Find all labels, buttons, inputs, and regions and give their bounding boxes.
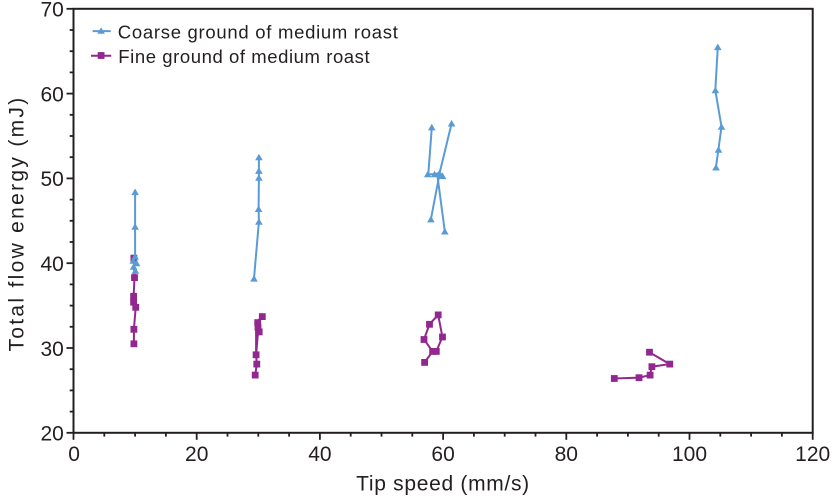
svg-text:50: 50: [40, 168, 63, 191]
svg-text:40: 40: [308, 443, 331, 466]
svg-text:120: 120: [795, 443, 830, 466]
svg-text:Tip speed (mm/s): Tip speed (mm/s): [356, 473, 530, 496]
svg-text:Fine ground of medium roast: Fine ground of medium roast: [118, 46, 370, 67]
svg-text:70: 70: [40, 0, 63, 22]
svg-text:Total flow energy (mJ): Total flow energy (mJ): [6, 96, 29, 352]
svg-text:60: 60: [40, 83, 63, 106]
svg-text:30: 30: [40, 338, 63, 361]
svg-text:20: 20: [40, 423, 63, 446]
svg-text:60: 60: [431, 443, 454, 466]
svg-text:20: 20: [185, 443, 208, 466]
svg-text:100: 100: [672, 443, 707, 466]
svg-text:Coarse ground of medium roast: Coarse ground of medium roast: [118, 21, 399, 42]
svg-text:40: 40: [40, 253, 63, 276]
svg-text:0: 0: [68, 443, 80, 466]
svg-text:80: 80: [555, 443, 578, 466]
